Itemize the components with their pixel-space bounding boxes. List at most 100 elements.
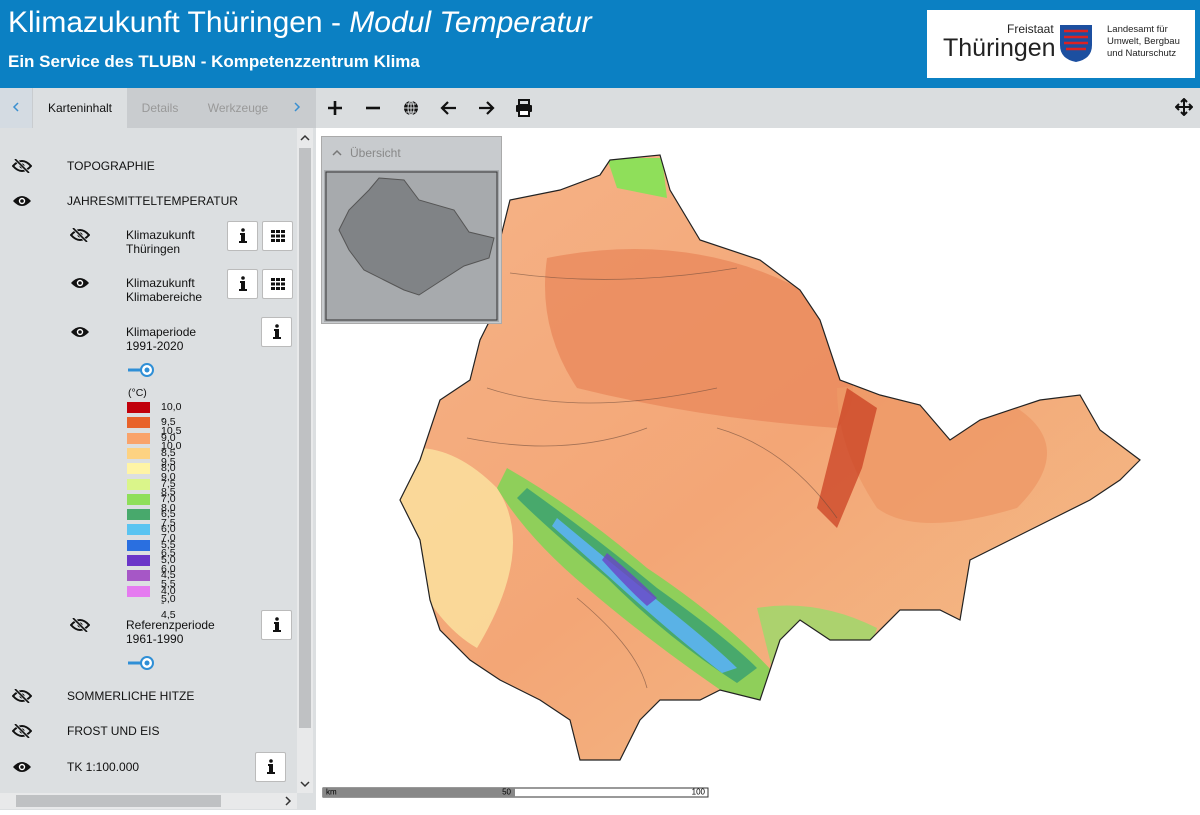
header: Klimazukunft Thüringen - Modul Temperatu… <box>0 0 1200 88</box>
logo-prefix: Freistaat <box>1007 22 1054 36</box>
fullscreen-move[interactable] <box>1175 98 1193 116</box>
info-button[interactable] <box>261 317 292 347</box>
visibility-toggle[interactable] <box>70 276 90 290</box>
full-extent[interactable] <box>402 99 420 117</box>
map-canvas: km 50 100 <box>322 154 1141 798</box>
subtitle: Ein Service des TLUBN - Kompetenzzentrum… <box>8 52 420 71</box>
legend-swatch <box>127 555 150 566</box>
legend-swatch <box>127 570 150 582</box>
label-line: Thüringen <box>126 242 181 256</box>
info-button[interactable] <box>255 752 286 782</box>
info-icon <box>272 324 282 340</box>
visibility-toggle[interactable] <box>70 325 90 339</box>
title: Klimazukunft Thüringen - <box>8 6 350 39</box>
legend-swatch <box>127 432 150 444</box>
legend-swatch <box>127 585 150 597</box>
info-icon <box>238 228 248 244</box>
table-button[interactable] <box>262 269 293 299</box>
layer-label: FROST UND EIS <box>67 724 160 738</box>
legend-label: 4,5 - 5,0 <box>161 569 176 606</box>
sublayer-label: Klimaperiode 1991-2020 <box>126 325 196 353</box>
scroll-down[interactable] <box>300 780 310 788</box>
sublayer-label: Klimazukunft Klimabereiche <box>126 276 202 304</box>
scalebar-unit: km <box>326 788 337 797</box>
legend-label: 9,0 - 9,5 <box>161 431 176 468</box>
legend-swatch <box>127 493 150 505</box>
scalebar-label: 100 <box>692 788 706 797</box>
legend-swatch <box>127 478 150 490</box>
tab-scroll-left[interactable] <box>0 88 32 128</box>
overview-map: Übersicht <box>321 136 502 324</box>
opacity-slider[interactable] <box>126 655 160 671</box>
label-line: Klimazukunft <box>126 228 195 242</box>
chevron-left <box>12 102 19 112</box>
tab[interactable]: Details <box>141 101 179 115</box>
info-button[interactable] <box>227 269 258 299</box>
legend-swatch <box>127 447 150 459</box>
overview-image <box>324 170 499 322</box>
vertical-scrollbar[interactable] <box>297 128 313 793</box>
tab-bar: Karteninhalt Details Werkzeuge <box>0 88 316 128</box>
chevron-right <box>294 102 301 112</box>
overview-header[interactable]: Übersicht <box>322 137 501 169</box>
scroll-thumb[interactable] <box>16 795 221 807</box>
legend-label: 5,5 - 6,0 <box>161 538 176 575</box>
legend-label: 8,5 - 9,0 <box>161 446 176 483</box>
visibility-toggle[interactable] <box>12 194 32 208</box>
print[interactable] <box>515 99 533 117</box>
overview-title: Übersicht <box>350 146 401 160</box>
scalebar-segment <box>323 788 515 797</box>
label-line: Klimabereiche <box>126 290 203 304</box>
info-icon <box>238 276 248 292</box>
table-button[interactable] <box>262 221 293 251</box>
scroll-right[interactable] <box>284 796 292 806</box>
legend-swatch <box>127 402 150 413</box>
back[interactable] <box>440 99 458 117</box>
legend-label: 4,0 - 4,5 <box>161 584 176 621</box>
legend-swatch <box>127 524 150 536</box>
coat-of-arms <box>1060 25 1092 62</box>
scroll-up[interactable] <box>300 134 310 142</box>
legend-swatch <box>127 509 150 521</box>
legend-label: 6,5 - 7,0 <box>161 508 176 545</box>
title-emphasis: Modul Temperatur <box>349 6 592 39</box>
zoom-out[interactable] <box>364 99 382 117</box>
scroll-thumb[interactable] <box>299 148 311 728</box>
tab-scroll-right[interactable] <box>284 88 310 128</box>
tab[interactable]: Werkzeuge <box>207 101 269 115</box>
legend-label: 5,0 - 5,5 <box>161 554 176 590</box>
legend-swatch <box>127 417 150 429</box>
layer-label: JAHRESMITTELTEMPERATUR <box>67 194 238 208</box>
map-toolbar <box>316 88 1200 128</box>
agency-line: Landesamt für <box>1107 24 1168 35</box>
legend-label: 7,0 - 7,5 <box>161 492 176 529</box>
visibility-toggle[interactable] <box>12 760 32 774</box>
info-button[interactable] <box>261 610 292 640</box>
visibility-toggle[interactable] <box>70 228 90 242</box>
logo-agency: Landesamt für Umwelt, Bergbau und Naturs… <box>1107 24 1180 60</box>
logo[interactable]: Freistaat Thüringen Landesamt für Umwelt… <box>927 10 1195 78</box>
legend-label: 6,0 - 6,5 <box>161 523 176 560</box>
horizontal-scrollbar[interactable] <box>0 793 297 809</box>
opacity-slider[interactable] <box>126 362 160 378</box>
visibility-toggle[interactable] <box>12 159 32 173</box>
visibility-toggle[interactable] <box>12 724 32 738</box>
visibility-toggle[interactable] <box>12 689 32 703</box>
legend-label: 7,5 - 8,0 <box>161 477 176 514</box>
forward[interactable] <box>477 99 495 117</box>
logo-state: Thüringen <box>943 34 1056 62</box>
visibility-toggle[interactable] <box>70 618 90 632</box>
sublayer-label: Klimazukunft Thüringen <box>126 228 195 256</box>
legend-unit: (°C) <box>128 387 147 399</box>
zoom-in[interactable] <box>326 99 344 117</box>
grid-icon <box>271 230 285 242</box>
app-title: Klimazukunft Thüringen - Modul Temperatu… <box>8 6 592 40</box>
label-line: 1991-2020 <box>126 339 184 353</box>
label-line: Klimaperiode <box>126 325 197 339</box>
label-line: 1961-1990 <box>126 632 184 646</box>
info-button[interactable] <box>227 221 258 251</box>
layer-label: TOPOGRAPHIE <box>67 159 155 173</box>
legend-swatch <box>127 463 150 475</box>
tab-active[interactable]: Karteninhalt <box>33 88 127 128</box>
